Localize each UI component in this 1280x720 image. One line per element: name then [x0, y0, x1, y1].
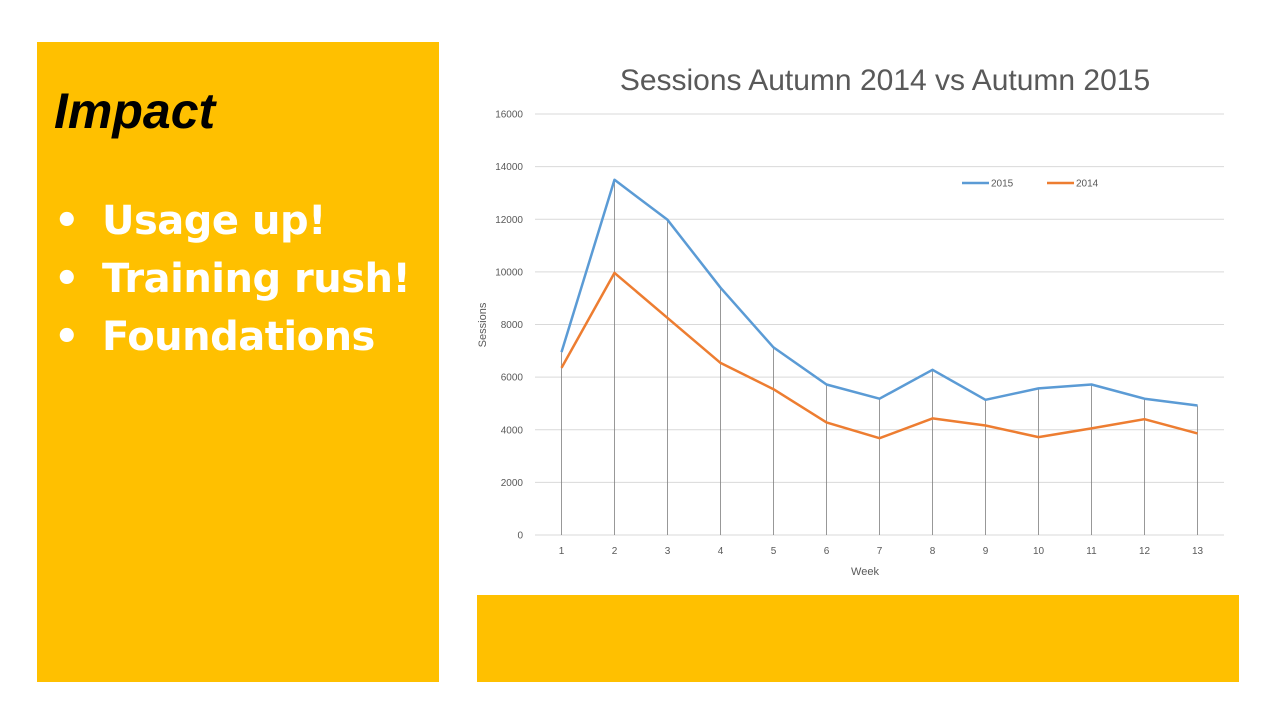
bullet-item: • Foundations [54, 308, 410, 366]
y-tick-label: 8000 [501, 320, 524, 331]
y-tick-label: 16000 [495, 110, 523, 121]
line-chart: Sessions Autumn 2014 vs Autumn 2015 0 200… [477, 64, 1224, 578]
x-tick-label: 3 [665, 546, 671, 557]
bullet-item: • Training rush! [54, 250, 411, 308]
bottom-accent-bar [477, 595, 1239, 682]
y-tick-label: 10000 [495, 267, 523, 278]
bullet-dot-icon: • [54, 314, 80, 360]
x-axis-ticks: 1 2 3 4 5 6 7 8 9 10 11 12 13 [559, 546, 1204, 557]
series-lines [560, 178, 1198, 440]
bullet-dot-icon: • [54, 198, 80, 244]
x-tick-label: 8 [930, 546, 936, 557]
chart-title: Sessions Autumn 2014 vs Autumn 2015 [620, 64, 1150, 97]
y-tick-label: 4000 [501, 425, 524, 436]
x-tick-label: 12 [1139, 546, 1151, 557]
slide-title: Impact [54, 83, 216, 139]
x-tick-label: 10 [1033, 546, 1045, 557]
legend-label-2014: 2014 [1076, 179, 1099, 190]
y-tick-label: 12000 [495, 215, 523, 226]
bullet-dot-icon: • [54, 256, 80, 302]
y-tick-label: 6000 [501, 373, 524, 384]
y-axis-label: Sessions [477, 302, 489, 347]
bullet-list: • Usage up! • Training rush! • Foundations [54, 192, 411, 366]
x-tick-label: 5 [771, 546, 777, 557]
x-tick-label: 6 [824, 546, 830, 557]
gridlines [535, 113, 1224, 536]
x-tick-label: 2 [612, 546, 618, 557]
bullet-item: • Usage up! [54, 192, 410, 250]
bullet-text: Training rush! [102, 256, 411, 302]
series-line-2015 [560, 178, 1198, 407]
left-panel: Impact • Usage up! • Training rush! • Found… [37, 42, 439, 682]
x-tick-label: 1 [559, 546, 565, 557]
series-line-2014 [560, 271, 1198, 440]
y-tick-label: 0 [517, 531, 523, 542]
bullet-text: Usage up! [102, 198, 326, 244]
x-tick-label: 7 [877, 546, 883, 557]
y-tick-label: 2000 [501, 478, 524, 489]
x-tick-label: 4 [718, 546, 724, 557]
legend-label-2015: 2015 [991, 179, 1014, 190]
bullet-text: Foundations [102, 314, 375, 360]
x-tick-label: 13 [1192, 546, 1204, 557]
x-tick-label: 9 [983, 546, 989, 557]
chart-legend: 2015 2014 [962, 179, 1099, 190]
y-tick-label: 14000 [495, 162, 523, 173]
y-axis-ticks: 0 2000 4000 6000 8000 10000 12000 14000 16000 [495, 110, 523, 542]
x-axis-label: Week [851, 566, 879, 578]
x-tick-label: 11 [1086, 546, 1097, 557]
drop-lines [561, 179, 1198, 535]
